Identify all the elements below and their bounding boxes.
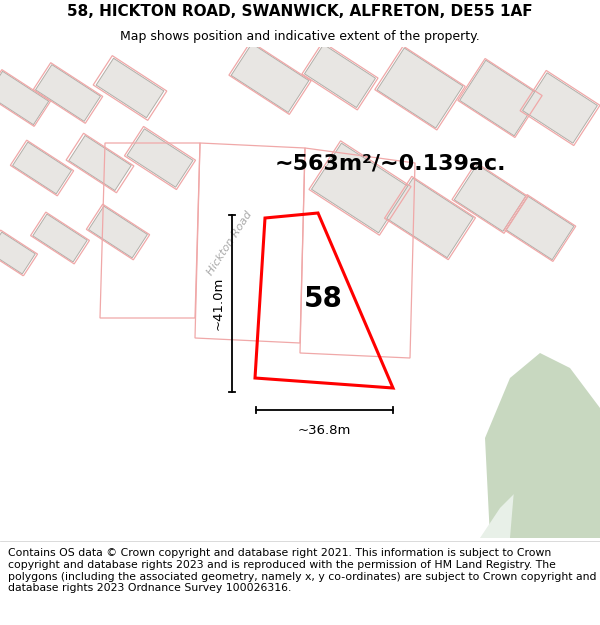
- Polygon shape: [96, 58, 164, 118]
- Polygon shape: [13, 142, 71, 194]
- Polygon shape: [304, 44, 376, 107]
- Polygon shape: [311, 143, 409, 233]
- Polygon shape: [377, 48, 463, 128]
- Polygon shape: [0, 47, 300, 308]
- Polygon shape: [89, 206, 148, 258]
- Text: Contains OS data © Crown copyright and database right 2021. This information is : Contains OS data © Crown copyright and d…: [8, 549, 596, 593]
- Text: 58: 58: [304, 285, 342, 313]
- Text: 58, HICKTON ROAD, SWANWICK, ALFRETON, DE55 1AF: 58, HICKTON ROAD, SWANWICK, ALFRETON, DE…: [67, 4, 533, 19]
- Polygon shape: [110, 47, 370, 148]
- Text: Hickton Road: Hickton Road: [206, 209, 254, 277]
- Polygon shape: [0, 47, 310, 448]
- Text: ~41.0m: ~41.0m: [212, 277, 224, 330]
- Polygon shape: [480, 468, 600, 538]
- Polygon shape: [217, 0, 600, 538]
- Polygon shape: [454, 164, 526, 231]
- Polygon shape: [485, 353, 600, 538]
- Polygon shape: [460, 60, 541, 136]
- Polygon shape: [0, 47, 215, 148]
- Text: ~36.8m: ~36.8m: [298, 424, 351, 436]
- Polygon shape: [506, 196, 574, 260]
- Polygon shape: [69, 136, 131, 191]
- Polygon shape: [0, 47, 260, 188]
- Polygon shape: [33, 214, 87, 262]
- Polygon shape: [0, 232, 35, 274]
- Polygon shape: [35, 64, 100, 121]
- Polygon shape: [523, 72, 598, 143]
- Polygon shape: [0, 0, 281, 538]
- Polygon shape: [71, 0, 476, 538]
- Polygon shape: [231, 44, 309, 112]
- Text: Map shows position and indicative extent of the property.: Map shows position and indicative extent…: [120, 30, 480, 43]
- Polygon shape: [50, 47, 275, 148]
- Polygon shape: [127, 129, 193, 188]
- Polygon shape: [142, 0, 546, 538]
- Polygon shape: [0, 0, 401, 538]
- Text: ~563m²/~0.139ac.: ~563m²/~0.139ac.: [274, 153, 506, 173]
- Polygon shape: [510, 393, 600, 538]
- Polygon shape: [0, 0, 341, 538]
- Polygon shape: [0, 71, 49, 125]
- Polygon shape: [387, 178, 473, 258]
